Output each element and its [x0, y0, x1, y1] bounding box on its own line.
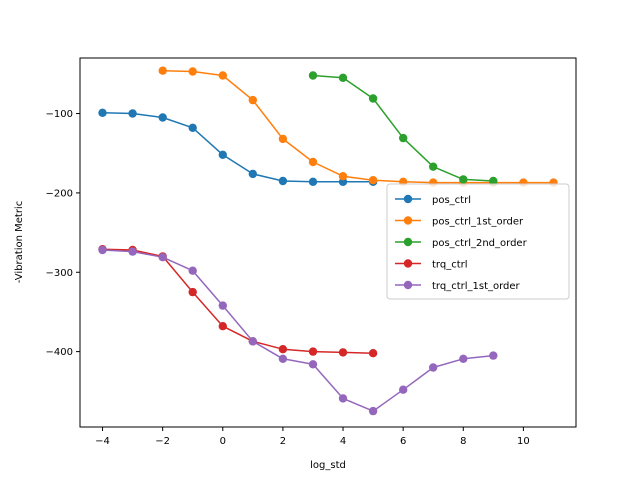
data-point-pos_ctrl-6 — [278, 176, 288, 186]
data-point-trq_ctrl-4 — [218, 322, 227, 331]
x-tick-label: 10 — [517, 436, 530, 447]
legend-label-pos_ctrl: pos_ctrl — [432, 195, 471, 206]
x-tick-label: 4 — [340, 436, 346, 447]
data-point-pos_ctrl-4 — [218, 150, 227, 159]
data-point-pos_ctrl_1st_order-6 — [338, 172, 348, 181]
y-tick-label: −400 — [46, 347, 73, 358]
data-point-trq_ctrl_1st_order-11 — [429, 363, 438, 372]
legend-marker-pos_ctrl_1st_order — [403, 216, 413, 225]
data-point-trq_ctrl-6 — [278, 345, 288, 354]
data-point-pos_ctrl-3 — [188, 123, 197, 132]
data-point-pos_ctrl_2nd_order-0 — [308, 71, 318, 80]
data-point-pos_ctrl-7 — [308, 177, 318, 186]
x-tick-label: 2 — [280, 436, 286, 447]
data-point-pos_ctrl_2nd_order-5 — [459, 175, 468, 184]
data-point-trq_ctrl-3 — [188, 287, 197, 297]
data-point-pos_ctrl_2nd_order-1 — [338, 73, 348, 83]
y-tick-label: −100 — [46, 109, 73, 120]
data-point-trq_ctrl_1st_order-1 — [128, 247, 137, 256]
data-point-pos_ctrl_1st_order-2 — [218, 71, 227, 80]
data-point-pos_ctrl_2nd_order-6 — [489, 176, 498, 186]
series-line-pos_ctrl_1st_order — [162, 69, 554, 184]
legend-label-pos_ctrl_2nd_order: pos_ctrl_2nd_order — [432, 238, 528, 249]
legend-marker-trq_ctrl — [403, 259, 413, 268]
data-point-pos_ctrl_2nd_order-4 — [429, 162, 438, 171]
x-axis-ticks: −4 −2 0 2 4 6 8 10 — [95, 427, 530, 447]
y-axis-label: -Vibration Metric — [14, 201, 25, 283]
legend-label-trq_ctrl: trq_ctrl — [432, 260, 468, 271]
x-axis-label: log_std — [310, 460, 346, 471]
series-line-trq_ctrl_1st_order — [102, 249, 494, 412]
x-tick-label: −4 — [95, 436, 110, 447]
data-point-trq_ctrl_1st_order-6 — [278, 354, 288, 363]
legend: pos_ctrl pos_ctrl_1st_order pos_ctrl_2nd_o… — [386, 183, 570, 300]
data-point-pos_ctrl-2 — [158, 113, 167, 122]
data-point-trq_ctrl_1st_order-0 — [98, 245, 107, 255]
series-line-trq_ctrl — [102, 248, 374, 354]
data-point-pos_ctrl_1st_order-5 — [308, 157, 318, 167]
series-line-pos_ctrl_2nd_order — [312, 74, 494, 182]
x-tick-label: 0 — [220, 436, 226, 447]
y-axis-ticks: −100 −200 −300 −400 — [46, 109, 80, 358]
data-point-pos_ctrl_1st_order-0 — [158, 66, 167, 75]
data-point-trq_ctrl-9 — [368, 349, 378, 358]
data-point-trq_ctrl-7 — [308, 347, 318, 356]
y-tick-label: −300 — [46, 268, 73, 279]
data-point-trq_ctrl_1st_order-4 — [218, 301, 227, 310]
legend-marker-pos_ctrl_2nd_order — [403, 237, 413, 247]
data-point-trq_ctrl_1st_order-7 — [308, 360, 318, 369]
legend-label-trq_ctrl_1st_order: trq_ctrl_1st_order — [432, 281, 521, 292]
data-point-trq_ctrl_1st_order-3 — [188, 266, 197, 275]
data-point-pos_ctrl_2nd_order-2 — [368, 94, 378, 103]
data-point-trq_ctrl-8 — [338, 348, 348, 357]
data-point-pos_ctrl_2nd_order-3 — [399, 133, 408, 143]
legend-marker-pos_ctrl — [403, 194, 413, 204]
data-point-pos_ctrl_1st_order-1 — [188, 67, 197, 76]
data-point-trq_ctrl_1st_order-9 — [368, 406, 378, 416]
legend-box — [386, 183, 570, 300]
legend-marker-trq_ctrl_1st_order — [403, 280, 413, 290]
data-point-pos_ctrl-1 — [128, 109, 137, 118]
series-line-pos_ctrl — [102, 112, 374, 183]
x-tick-label: −2 — [155, 436, 170, 447]
data-point-pos_ctrl_1st_order-7 — [368, 176, 378, 185]
x-tick-label: 6 — [400, 436, 406, 447]
data-point-trq_ctrl_1st_order-8 — [338, 394, 348, 403]
legend-label-pos_ctrl_1st_order: pos_ctrl_1st_order — [432, 217, 524, 228]
data-point-pos_ctrl_1st_order-4 — [278, 134, 288, 144]
x-tick-label: 8 — [460, 436, 466, 447]
data-point-trq_ctrl_1st_order-10 — [399, 385, 408, 394]
data-point-pos_ctrl-5 — [248, 169, 257, 179]
y-tick-label: −200 — [46, 188, 73, 199]
data-point-pos_ctrl_1st_order-3 — [248, 95, 257, 105]
data-point-pos_ctrl-0 — [98, 108, 107, 118]
data-point-trq_ctrl_1st_order-2 — [158, 253, 167, 262]
data-point-trq_ctrl_1st_order-13 — [489, 351, 498, 360]
plot-frame — [79, 57, 577, 428]
data-point-trq_ctrl_1st_order-5 — [248, 337, 257, 346]
data-point-trq_ctrl_1st_order-12 — [459, 354, 468, 363]
